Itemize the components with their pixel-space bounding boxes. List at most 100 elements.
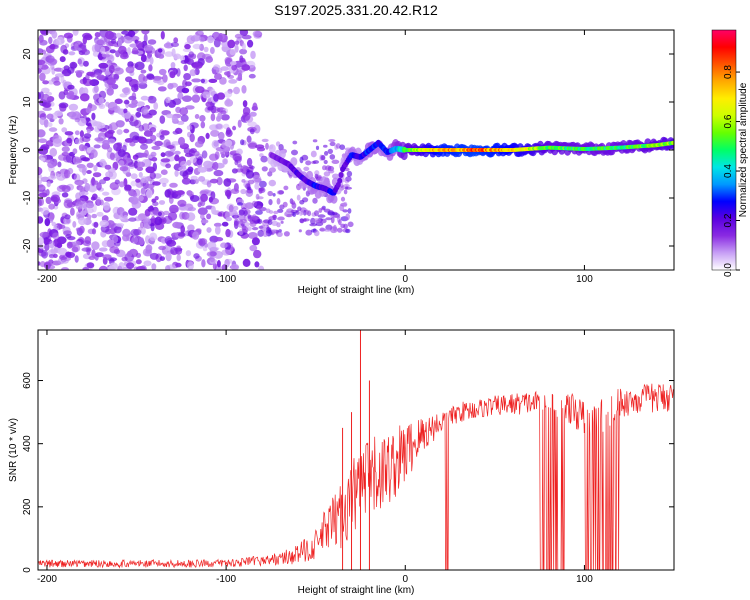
spectrogram-speckle (58, 102, 69, 109)
spectrogram-ridge-core (337, 177, 343, 184)
spectrogram-speckle (192, 62, 203, 69)
spectrogram-speckle (93, 164, 98, 172)
x-tick-label: 100 (576, 274, 593, 285)
spectrogram-speckle (135, 259, 142, 265)
spectrogram-speckle (67, 84, 75, 90)
spectrogram-speckle (181, 87, 190, 94)
spectrogram-speckle (180, 160, 188, 168)
spectrogram-speckle (79, 130, 84, 138)
spectrogram-speckle (109, 49, 116, 54)
spectrogram-speckle (61, 267, 69, 270)
spectrogram-speckle (210, 113, 216, 122)
spectrogram-speckle (211, 139, 220, 149)
spectrogram-speckle (209, 251, 217, 257)
spectrogram-speckle (45, 45, 55, 54)
spectrogram-speckle (268, 179, 276, 187)
spectrogram-speckle (109, 262, 118, 270)
spectrogram-speckle (163, 210, 170, 216)
spectrogram-speckle (80, 157, 90, 162)
spectrogram-speckle (151, 263, 157, 270)
spectrogram-speckle (239, 30, 249, 36)
spectrogram-ridge-halo (278, 149, 286, 159)
spectrogram-speckle (130, 180, 138, 187)
spectrogram-speckle (179, 169, 188, 177)
spectrogram-speckle (94, 43, 100, 52)
spectrogram-speckle (79, 42, 87, 49)
spectrogram-speckle (197, 166, 208, 173)
spectrogram-speckle (139, 221, 145, 229)
spectrogram-x-label: Height of straight line (km) (298, 285, 415, 296)
spectrogram-speckle (248, 142, 257, 149)
x-tick-label: -200 (37, 574, 57, 585)
spectrogram-speckle (246, 135, 252, 143)
spectrogram-speckle (64, 214, 71, 220)
spectrogram-speckle (282, 201, 288, 208)
spectrogram-speckle (116, 129, 123, 135)
spectrogram-speckle (237, 161, 242, 167)
spectrogram-speckle (223, 91, 233, 98)
spectrogram-speckle (40, 157, 46, 162)
spectrogram-speckle (136, 266, 146, 270)
spectrogram-speckle (127, 30, 136, 37)
spectrogram-speckle (202, 246, 208, 252)
spectrogram-speckle (80, 191, 89, 196)
spectrogram-speckle (258, 265, 265, 270)
spectrogram-speckle (91, 213, 97, 219)
spectrogram-speckle (183, 73, 192, 81)
spectrogram-speckle (48, 127, 58, 132)
spectrogram-speckle (123, 99, 130, 105)
spectrogram-points (38, 30, 354, 270)
spectrogram-speckle (38, 138, 47, 143)
spectrogram-y-label: Frequency (Hz) (8, 116, 19, 185)
spectrogram-speckle (64, 131, 74, 136)
spectrogram-speckle (171, 115, 178, 122)
spectrogram-speckle (39, 117, 46, 126)
spectrogram-speckle (251, 227, 259, 231)
spectrogram-speckle (240, 188, 247, 195)
spectrogram-speckle (345, 228, 351, 234)
spectrogram-speckle (267, 219, 273, 226)
spectrogram-ridge (267, 136, 674, 204)
spectrogram-speckle (46, 181, 51, 188)
spectrogram-speckle (305, 160, 312, 166)
spectrogram-speckle (299, 218, 305, 224)
spectrogram-speckle (38, 129, 46, 138)
spectrogram-speckle (38, 59, 46, 66)
spectrogram-speckle (249, 244, 258, 252)
spectrogram-speckle (98, 247, 108, 252)
spectrogram-speckle (43, 102, 52, 108)
spectrogram-speckle (175, 262, 182, 268)
snr-line (38, 383, 674, 570)
spectrogram-speckle (202, 91, 211, 99)
spectrogram-speckle (149, 210, 159, 216)
spectrogram-speckle (74, 70, 85, 75)
spectrogram-speckle (170, 42, 179, 48)
spectrogram-speckle (337, 227, 343, 233)
spectrogram-speckle (209, 153, 219, 161)
spectrogram-speckle (218, 131, 225, 140)
spectrogram-speckle (180, 225, 185, 234)
spectrogram-speckle (315, 145, 320, 150)
spectrogram-speckle (99, 158, 107, 167)
spectrogram-ridge-core (338, 172, 344, 178)
spectrogram-speckle (160, 130, 170, 136)
spectrogram-speckle (216, 92, 226, 100)
spectrogram-speckle (38, 261, 41, 266)
spectrogram-speckle (207, 36, 215, 44)
spectrogram-speckle (346, 170, 353, 177)
spectrogram-speckle (268, 199, 273, 206)
spectrogram-speckle (252, 102, 258, 111)
spectrogram-speckle (58, 118, 64, 125)
spectrogram-speckle (231, 64, 237, 71)
spectrogram-speckle (109, 246, 120, 254)
spectrogram-speckle (136, 166, 144, 171)
spectrogram-speckle (171, 48, 176, 58)
spectrogram-speckle (118, 45, 127, 55)
spectrogram-speckle (248, 232, 258, 239)
spectrogram-speckle (283, 231, 290, 237)
spectrogram-speckle (40, 207, 50, 215)
spectrogram-speckle (235, 168, 244, 173)
spectrogram-speckle (299, 199, 305, 205)
